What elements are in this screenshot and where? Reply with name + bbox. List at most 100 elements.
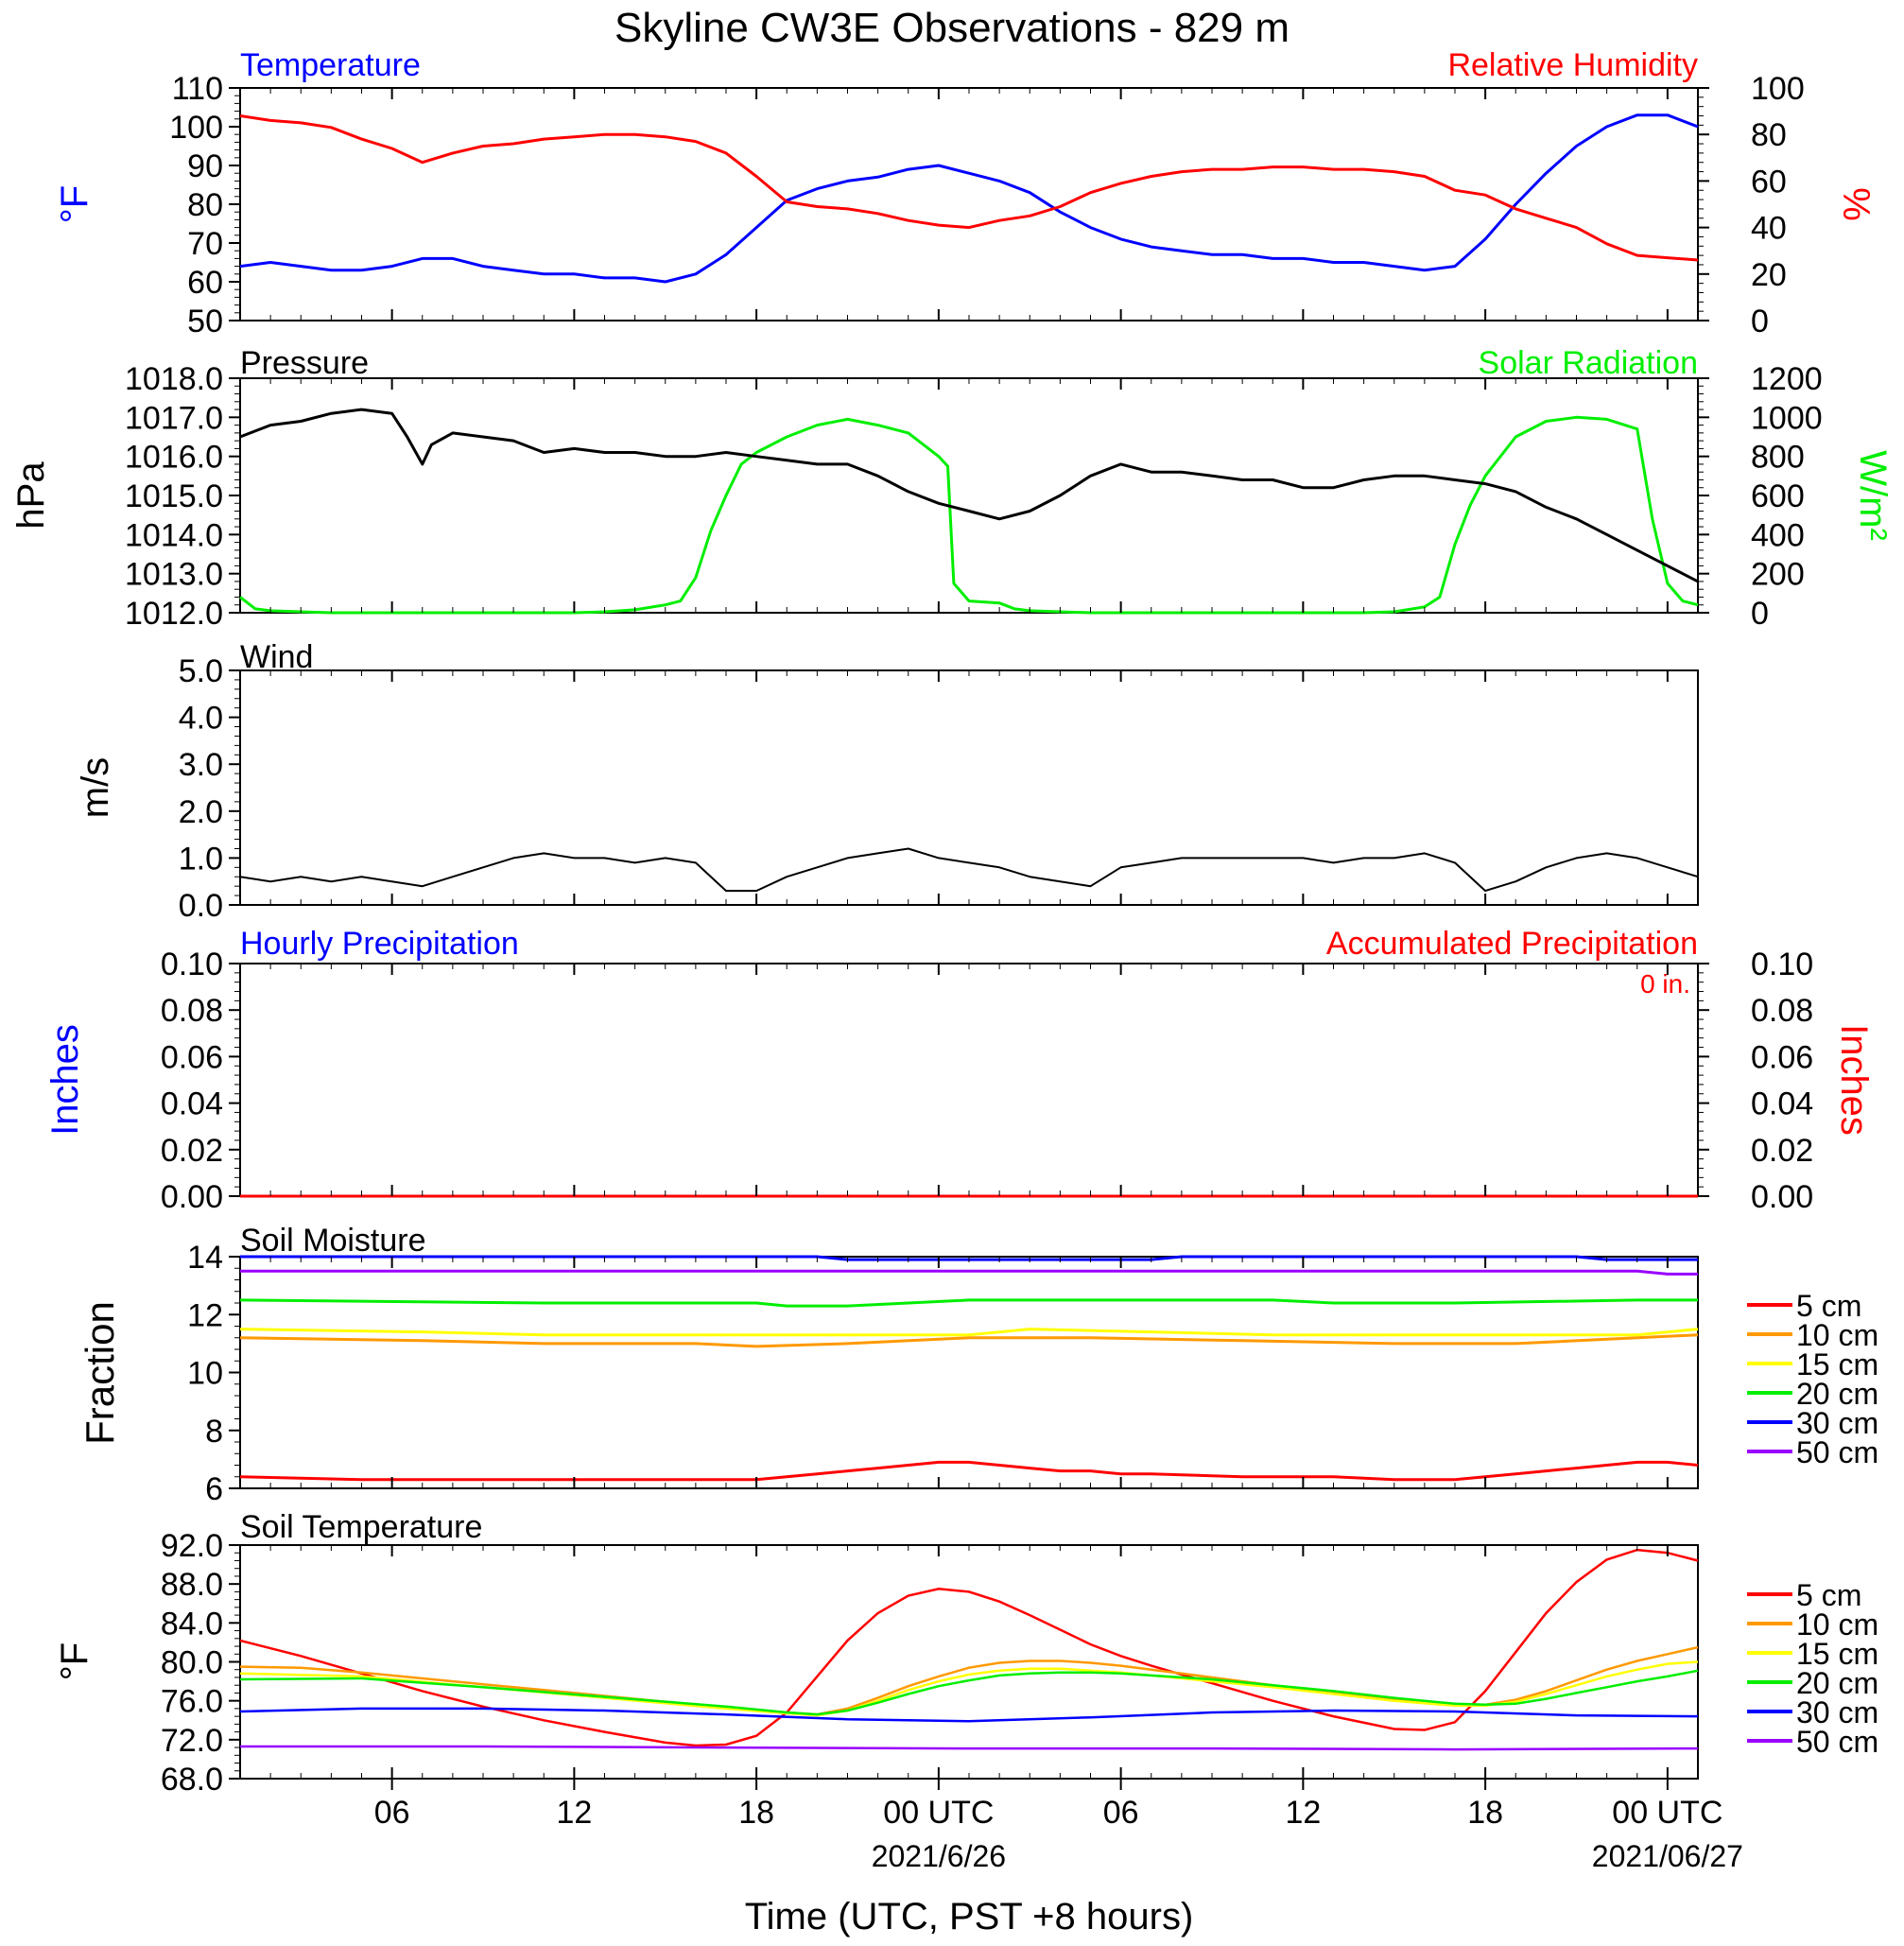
hourly-precip-y-axis: 0.10 0.08 0.06 0.04 0.02 0.00 — [161, 947, 240, 1215]
x-tick-label: 12 — [1285, 1795, 1321, 1831]
solar-radiation-line — [239, 415, 1699, 615]
legend-label: 5 cm — [1796, 1289, 1861, 1323]
y-tick-label: 800 — [1751, 440, 1805, 476]
legend-label: 15 cm — [1796, 1347, 1878, 1381]
soil-moisture-plot-frame — [239, 1256, 1699, 1489]
soil-temp-title: Soil Temperature — [240, 1509, 482, 1545]
hourly-precip-units: Inches — [44, 1024, 86, 1136]
y-tick-label: 1013.0 — [125, 557, 223, 593]
y-tick-label: 92.0 — [161, 1528, 223, 1564]
y-tick-label: 6 — [205, 1471, 223, 1507]
temperature-title: Temperature — [240, 47, 421, 83]
legend-label: 15 cm — [1796, 1637, 1878, 1671]
y-tick-label: 90 — [187, 148, 223, 184]
pressure-plot-frame — [239, 377, 1699, 614]
soil-moisture-line — [239, 1328, 1699, 1337]
x-tick-label: 18 — [1467, 1795, 1503, 1831]
y-tick-label: 5.0 — [179, 653, 223, 689]
y-tick-label: 0.08 — [161, 993, 223, 1029]
y-tick-label: 14 — [187, 1240, 223, 1276]
legend-label: 20 cm — [1796, 1377, 1878, 1411]
x-tick-label: 06 — [374, 1795, 410, 1831]
y-tick-label: 600 — [1751, 478, 1805, 514]
pressure-units: hPa — [10, 461, 52, 530]
x-date-label: 2021/06/27 — [1592, 1839, 1743, 1873]
soil-temp-units: °F — [54, 1642, 95, 1680]
wind-units: m/s — [75, 757, 116, 818]
soil-moisture-y-axis: 14 12 10 8 6 — [187, 1240, 240, 1507]
y-tick-label: 1018.0 — [125, 361, 223, 397]
soil-temp-series-layer — [239, 1548, 1699, 1751]
x-axis: 06 12 18 00 UTC 06 12 18 00 UTC 2021/6/26 2021/06… — [269, 88, 1743, 1873]
y-tick-label: 88.0 — [161, 1567, 223, 1603]
y-tick-label: 0.00 — [1751, 1179, 1813, 1215]
y-tick-label: 0.00 — [161, 1179, 223, 1215]
soil-moisture-line — [239, 1333, 1699, 1348]
y-tick-label: 1.0 — [179, 841, 223, 877]
soil-temp-line — [239, 1548, 1699, 1747]
chart-title: Skyline CW3E Observations - 829 m — [614, 5, 1290, 51]
x-date-label: 2021/6/26 — [872, 1839, 1006, 1873]
y-tick-label: 80.0 — [161, 1645, 223, 1681]
humidity-units: % — [1835, 187, 1877, 221]
y-tick-label: 0.0 — [179, 888, 223, 924]
y-tick-label: 3.0 — [179, 747, 223, 783]
y-tick-label: 400 — [1751, 517, 1805, 553]
y-tick-label: 40 — [1751, 211, 1787, 247]
pressure-series-layer — [239, 408, 1699, 615]
wind-speed-line — [239, 847, 1699, 893]
soil-temp-line — [239, 1669, 1699, 1716]
soil-temp-y-axis: 92.088.084.080.076.072.068.0 — [161, 1528, 240, 1798]
y-tick-label: 50 — [187, 304, 223, 339]
accum-precip-units: Inches — [1833, 1024, 1875, 1136]
y-tick-label: 84.0 — [161, 1606, 223, 1642]
y-tick-label: 4.0 — [179, 701, 223, 737]
y-tick-label: 1017.0 — [125, 400, 223, 436]
y-tick-label: 100 — [169, 110, 223, 146]
wind-title: Wind — [240, 639, 313, 675]
soil-temp-line — [239, 1707, 1699, 1723]
legend-label: 50 cm — [1796, 1725, 1878, 1759]
humidity-title: Relative Humidity — [1447, 47, 1698, 83]
x-tick-label: 06 — [1103, 1795, 1139, 1831]
y-tick-label: 0 — [1751, 304, 1769, 339]
y-tick-label: 80 — [187, 187, 223, 223]
solar-title: Solar Radiation — [1479, 345, 1698, 381]
soil-temp-line — [239, 1660, 1699, 1717]
y-tick-label: 1016.0 — [125, 440, 223, 476]
hourly-precip-title: Hourly Precipitation — [240, 926, 519, 962]
legend-label: 10 cm — [1796, 1607, 1878, 1642]
precip-panel: Hourly Precipitation Accumulated Precipi… — [44, 926, 1875, 1215]
y-tick-label: 0.06 — [1751, 1039, 1813, 1075]
pressure-line — [239, 408, 1699, 583]
soil-moisture-line — [239, 1298, 1698, 1308]
soil-temp-plot-frame — [239, 1544, 1699, 1780]
y-tick-label: 1015.0 — [125, 478, 223, 514]
soil-moisture-title: Soil Moisture — [240, 1223, 426, 1259]
y-tick-label: 60 — [1751, 164, 1787, 200]
y-tick-label: 72.0 — [161, 1723, 223, 1759]
y-tick-label: 0.08 — [1751, 993, 1813, 1029]
legend-label: 20 cm — [1796, 1666, 1878, 1700]
y-tick-label: 2.0 — [179, 794, 223, 830]
humidity-line — [239, 114, 1699, 262]
y-tick-label: 20 — [1751, 257, 1787, 293]
soil-moisture-line — [239, 1460, 1699, 1482]
soil-moisture-line — [240, 1255, 1698, 1261]
temperature-plot-frame — [239, 87, 1699, 321]
soil-temp-line — [240, 1745, 1699, 1751]
y-tick-label: 12 — [187, 1297, 223, 1333]
precip-plot-frame — [239, 963, 1699, 1197]
legend-label: 5 cm — [1796, 1578, 1861, 1612]
accum-precip-title: Accumulated Precipitation — [1326, 926, 1698, 962]
soil-moisture-series-layer — [239, 1255, 1699, 1482]
y-tick-label: 110 — [172, 71, 223, 107]
y-tick-label: 200 — [1751, 557, 1805, 593]
y-tick-label: 1012.0 — [125, 596, 223, 632]
